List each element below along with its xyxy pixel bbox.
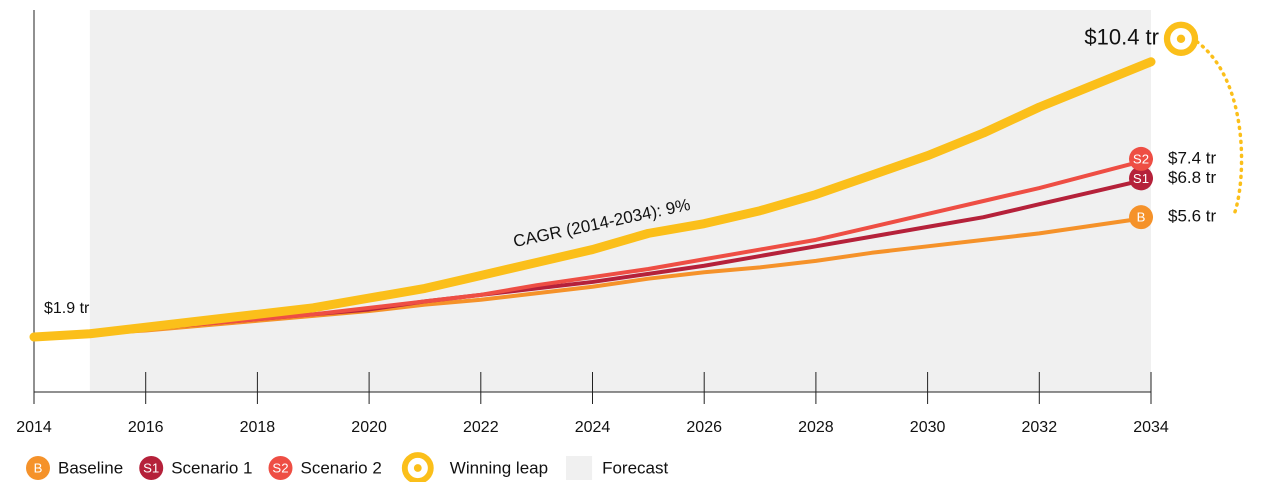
ring-dot [1176, 34, 1186, 43]
x-tick-label: 2024 [575, 419, 611, 436]
end-label: $6.8 tr [1168, 168, 1217, 187]
x-tick-label: 2016 [128, 419, 164, 436]
legend-label: Winning leap [450, 458, 548, 477]
x-tick-label: 2018 [240, 419, 276, 436]
badge-text: B [1137, 210, 1146, 225]
ring-dot [413, 464, 422, 472]
start-label: $1.9 tr [44, 300, 90, 317]
x-tick-label: 2030 [910, 419, 946, 436]
x-tick-label: 2026 [686, 419, 722, 436]
badge-text: S2 [1133, 151, 1149, 166]
badge-text: B [34, 460, 43, 475]
badge [139, 456, 164, 480]
x-tick-label: 2020 [351, 419, 387, 436]
legend-label: Scenario 1 [171, 458, 252, 477]
badge [268, 456, 293, 480]
end-label: $7.4 tr [1168, 148, 1217, 167]
badge-text: S1 [1133, 171, 1149, 186]
ring [401, 452, 434, 484]
legend-label: Baseline [58, 458, 123, 477]
forecast-area [89, 10, 1152, 392]
x-tick-label: 2032 [1022, 419, 1058, 436]
end-label: $10.4 tr [1084, 25, 1159, 50]
ring [1163, 21, 1199, 56]
badge [1129, 166, 1153, 191]
leap-arc [1195, 40, 1244, 219]
x-tick-label: 2028 [798, 419, 834, 436]
badge [1129, 146, 1153, 171]
badge-text: S1 [143, 460, 159, 475]
x-tick-label: 2022 [463, 419, 499, 436]
legend-label: Forecast [602, 458, 668, 477]
x-tick-label: 2014 [16, 419, 52, 436]
x-tick-label: 2034 [1133, 419, 1169, 436]
badge [26, 456, 50, 480]
series-line [29, 57, 1156, 342]
end-label: $5.6 tr [1168, 207, 1217, 226]
legend-forecast-swatch [566, 456, 593, 480]
legend-label: Scenario 2 [301, 458, 382, 477]
badge-text: S2 [272, 460, 288, 475]
badge [1129, 205, 1153, 230]
